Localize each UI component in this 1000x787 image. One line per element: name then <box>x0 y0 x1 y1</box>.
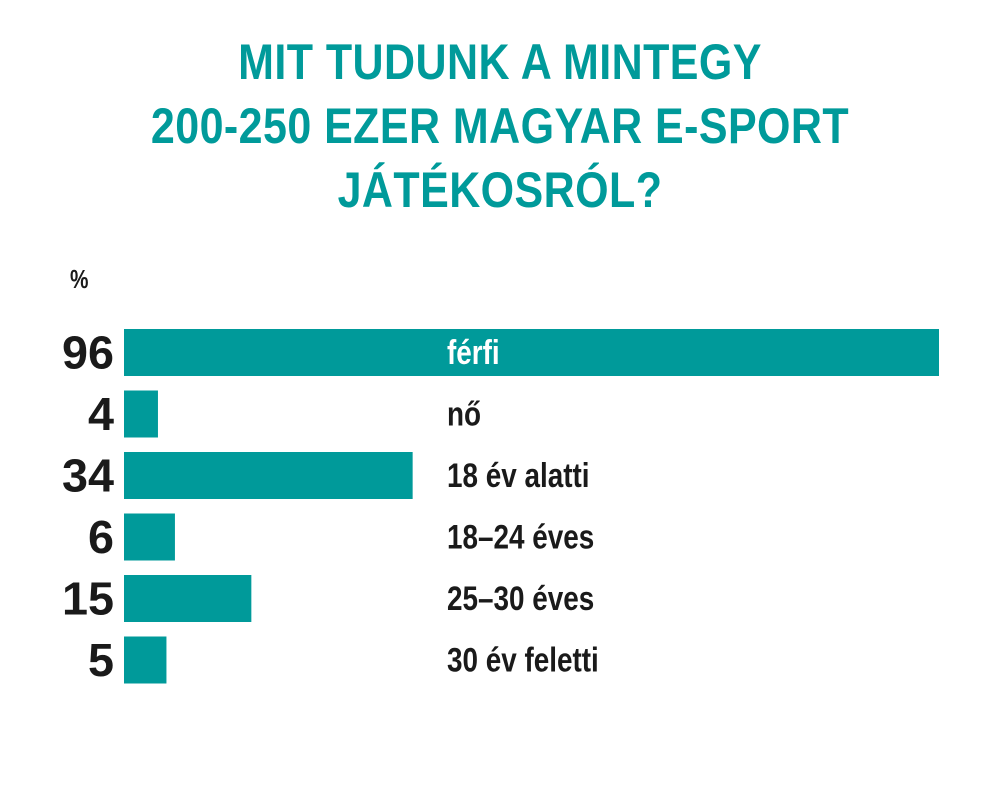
bar-4 <box>124 575 252 622</box>
category-label-4: 25–30 éves <box>447 579 594 617</box>
unit-label: % <box>70 264 89 294</box>
value-label-0: 96 <box>62 327 114 379</box>
value-label-2: 34 <box>62 450 114 502</box>
value-label-5: 5 <box>88 634 114 686</box>
bar-2 <box>124 452 413 499</box>
category-label-2: 18 év alatti <box>447 456 590 494</box>
title-line-1: MIT TUDUNK A MINTEGY <box>238 34 762 90</box>
bar-3 <box>124 513 175 561</box>
value-label-4: 15 <box>62 573 114 625</box>
category-label-0: férfi <box>447 333 500 371</box>
bar-1 <box>124 390 158 438</box>
category-label-1: nő <box>447 395 481 433</box>
bar-5 <box>124 636 167 684</box>
category-label-3: 18–24 éves <box>447 518 594 556</box>
category-label-5: 30 év feletti <box>447 641 599 679</box>
title-line-2: 200-250 EZER MAGYAR E-SPORT <box>150 98 850 154</box>
value-label-1: 4 <box>88 388 114 440</box>
title-line-3: JÁTÉKOSRÓL? <box>337 162 663 218</box>
bar-0 <box>124 329 939 376</box>
value-label-3: 6 <box>88 511 114 563</box>
chart-title: MIT TUDUNK A MINTEGY 200-250 EZER MAGYAR… <box>70 30 930 222</box>
